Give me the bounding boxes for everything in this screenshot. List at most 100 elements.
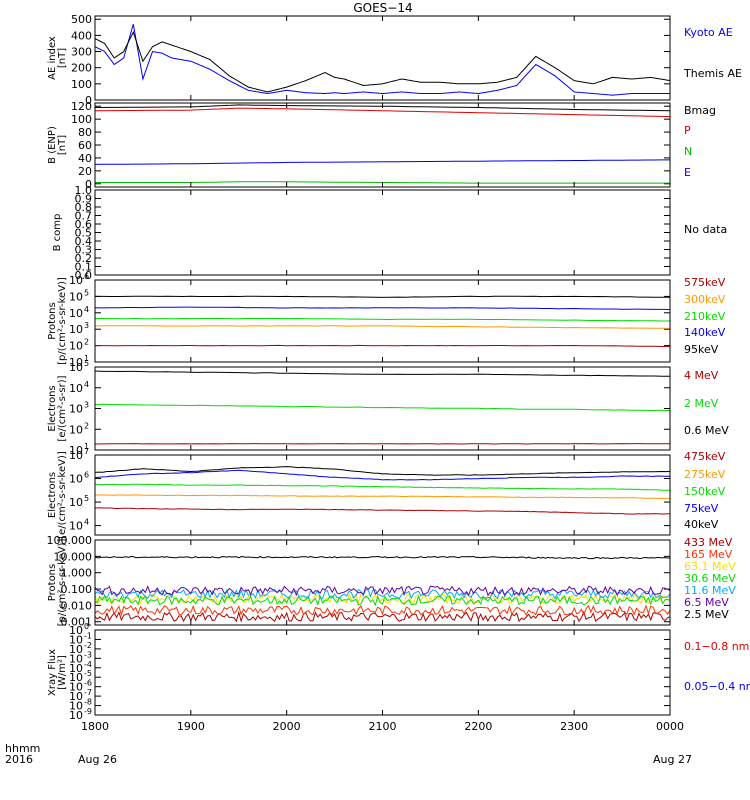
panel-frame bbox=[94, 102, 671, 188]
panel-frame bbox=[94, 15, 671, 101]
panel-frame bbox=[94, 629, 671, 716]
y-tick-exponent: 3 bbox=[84, 321, 89, 330]
y-axis-label: Electrons bbox=[47, 472, 58, 518]
y-tick-exponent: 3 bbox=[84, 401, 89, 410]
series-line bbox=[94, 466, 671, 476]
y-tick-label: 0.2 bbox=[75, 252, 93, 265]
legend-entry: 300keV bbox=[684, 293, 726, 306]
y-tick-exponent: 5 bbox=[84, 494, 89, 503]
legend-entry: 0.1−0.8 nm bbox=[684, 640, 749, 653]
series-line bbox=[94, 370, 671, 377]
panel-ae: 0 100 200 300 400 500 AE index [nT] Kyoto AE Them… bbox=[47, 13, 742, 107]
x-tick-label: 0000 bbox=[656, 720, 684, 733]
y-axis-label: [e/(cm²-s-sr-keV)] bbox=[57, 451, 68, 539]
legend-entry: 475keV bbox=[684, 450, 726, 463]
x-tick-label: 1900 bbox=[177, 720, 205, 733]
series-line bbox=[94, 594, 671, 607]
panel-xray: 10-910-810-710-610-510-410-310-210-110 0X… bbox=[47, 622, 750, 722]
y-tick-label: 10 bbox=[69, 356, 83, 369]
y-axis-label: Protons bbox=[47, 302, 58, 339]
y-tick-label: 0.010 bbox=[61, 599, 93, 612]
y-tick-exponent: -4 bbox=[84, 660, 92, 669]
panel-frame bbox=[94, 279, 671, 363]
legend-entry: 63.1 MeV bbox=[684, 560, 736, 573]
legend-entry: 4 MeV bbox=[684, 369, 719, 382]
y-tick-label: 0.0 bbox=[75, 269, 93, 282]
series-line bbox=[94, 23, 670, 96]
y-tick-exponent: 4 bbox=[84, 380, 89, 389]
y-tick-exponent: 4 bbox=[84, 305, 89, 314]
footer-end-date: Aug 27 bbox=[653, 753, 692, 766]
series-line bbox=[94, 507, 671, 515]
y-axis-label: Xray Flux bbox=[47, 649, 58, 696]
y-tick-exponent: 1 bbox=[84, 354, 89, 363]
series-line bbox=[94, 585, 671, 597]
y-tick-label: 10 bbox=[69, 290, 83, 303]
legend-entry: 75keV bbox=[684, 502, 719, 515]
y-tick-label: 80 bbox=[78, 126, 92, 139]
series-line bbox=[94, 403, 671, 412]
legend-entry: 433 MeV bbox=[684, 536, 733, 549]
y-tick-label: 0.001 bbox=[61, 616, 93, 629]
legend-entry: 150keV bbox=[684, 485, 726, 498]
y-axis-label: [e/(cm²-s-sr)] bbox=[57, 375, 68, 441]
series-line bbox=[94, 469, 671, 481]
x-tick-label: 2300 bbox=[560, 720, 588, 733]
legend-entry: 30.6 MeV bbox=[684, 572, 736, 585]
y-tick-label: 0.100 bbox=[61, 583, 93, 596]
y-tick-label: 200 bbox=[71, 62, 92, 75]
y-tick-label: 100 bbox=[71, 113, 92, 126]
y-tick-label: 300 bbox=[71, 46, 92, 59]
footer-hhmm: hhmm bbox=[5, 742, 40, 755]
series-line bbox=[94, 555, 670, 560]
y-tick-label: 10 bbox=[69, 709, 83, 722]
series-line bbox=[94, 593, 671, 605]
y-tick-label: 10 bbox=[69, 643, 83, 656]
x-tick-label: 1800 bbox=[81, 720, 109, 733]
y-tick-label: 10 bbox=[69, 307, 83, 320]
y-tick-exponent: -6 bbox=[84, 679, 92, 688]
y-tick-label: 100.000 bbox=[47, 534, 93, 547]
y-tick-label: 10 bbox=[69, 444, 83, 457]
y-axis-label: [nT] bbox=[57, 48, 68, 68]
y-tick-label: 0.6 bbox=[75, 218, 93, 231]
y-tick-label: 10 bbox=[69, 473, 83, 486]
panel-frame bbox=[94, 189, 671, 276]
y-tick-label: 10 bbox=[69, 274, 83, 287]
y-tick-exponent: 5 bbox=[84, 288, 89, 297]
legend-entry: Kyoto AE bbox=[684, 26, 733, 39]
y-axis-label: Electrons bbox=[47, 385, 58, 431]
y-tick-label: 10 bbox=[69, 449, 83, 462]
panel-protons_mev: 0.001 0.010 0.100 1.000 10.000 100.000 Protons… bbox=[47, 534, 737, 629]
y-tick-exponent: -3 bbox=[84, 650, 92, 659]
series-line bbox=[95, 295, 670, 298]
y-axis-label: AE index bbox=[47, 36, 58, 80]
y-tick-label: 10 bbox=[69, 361, 83, 374]
y-tick-label: 0.5 bbox=[75, 227, 93, 240]
y-tick-exponent: -1 bbox=[84, 631, 92, 640]
y-tick-label: 1.0 bbox=[75, 184, 93, 197]
y-tick-label: 0.3 bbox=[75, 244, 93, 257]
x-tick-label: 2000 bbox=[273, 720, 301, 733]
y-tick-label: 400 bbox=[71, 29, 92, 42]
series-line bbox=[94, 483, 671, 491]
legend-entry: 2 MeV bbox=[684, 397, 719, 410]
legend-entry: E bbox=[684, 166, 691, 179]
legend-entry: 6.5 MeV bbox=[684, 596, 729, 609]
series-line bbox=[94, 30, 671, 93]
y-tick-label: 60 bbox=[78, 139, 92, 152]
y-tick-label: 10 bbox=[69, 681, 83, 694]
y-axis-label: [p/(cm²-s-sr-keV)] bbox=[57, 277, 68, 365]
legend-entry: N bbox=[684, 145, 692, 158]
legend-entry: 0.6 MeV bbox=[684, 424, 729, 437]
y-tick-label: 0.7 bbox=[75, 210, 93, 223]
y-tick-exponent: 6 bbox=[84, 471, 89, 480]
legend-entry: 2.5 MeV bbox=[684, 608, 729, 621]
series-line bbox=[94, 306, 671, 310]
y-tick-label: 10 bbox=[69, 624, 83, 637]
y-tick-label: 10 bbox=[69, 690, 83, 703]
y-tick-exponent: -9 bbox=[84, 707, 92, 716]
y-axis-label: B comp bbox=[52, 214, 63, 252]
no-data-note: No data bbox=[684, 223, 727, 236]
